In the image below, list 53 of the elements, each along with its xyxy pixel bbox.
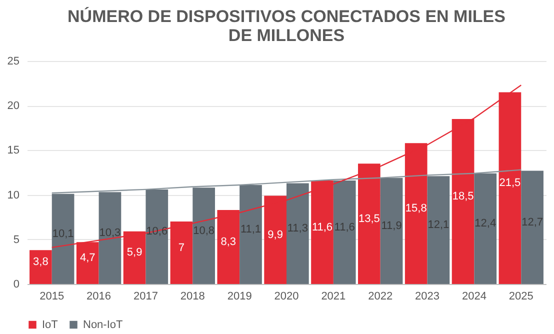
data-label: 12,1 — [428, 219, 450, 232]
data-label: 11,6 — [312, 221, 333, 234]
x-tick-label: 2015 — [40, 290, 64, 302]
x-tick-label: 2022 — [368, 290, 393, 302]
bar — [192, 188, 215, 284]
legend-label: IoT — [42, 318, 58, 331]
x-tick-label: 2021 — [321, 290, 346, 302]
bar — [521, 170, 544, 284]
bar — [98, 192, 122, 284]
data-label: 4,7 — [80, 252, 96, 264]
bar — [380, 178, 403, 284]
data-label: 10,8 — [193, 224, 215, 237]
x-tick-label: 2019 — [227, 290, 252, 302]
x-tick-label: 2020 — [274, 290, 299, 302]
bar — [427, 176, 450, 284]
data-label: 11,3 — [287, 222, 308, 235]
x-tick-label: 2016 — [86, 290, 112, 302]
y-tick-label: 10 — [7, 189, 20, 202]
data-label: 13,5 — [358, 212, 380, 225]
x-tick-label: 2023 — [415, 290, 440, 302]
y-tick-label: 15 — [7, 144, 20, 157]
data-label: 9,9 — [268, 228, 283, 241]
y-tick-label: 5 — [13, 234, 20, 246]
bar — [30, 250, 52, 284]
data-label: 10,1 — [52, 228, 74, 240]
bar — [474, 173, 497, 284]
data-label: 3,8 — [33, 256, 48, 268]
data-label: 11,9 — [381, 220, 402, 232]
x-tick-label: 2025 — [508, 290, 534, 302]
data-label: 18,5 — [452, 190, 474, 202]
data-label: 12,4 — [474, 218, 496, 230]
data-label: 11,1 — [240, 223, 262, 236]
bar — [240, 184, 262, 284]
x-tick-label: 2017 — [133, 290, 158, 302]
y-tick-label: 20 — [7, 100, 20, 112]
bar — [333, 180, 356, 284]
data-label: 8,3 — [220, 236, 236, 248]
data-label: 15,8 — [405, 202, 427, 215]
data-label: 11,6 — [334, 221, 355, 234]
x-tick-label: 2018 — [180, 290, 205, 302]
x-tick-label: 2024 — [462, 290, 486, 302]
data-label: 12,7 — [522, 216, 544, 228]
data-label: 5,9 — [126, 246, 142, 259]
data-label: 7 — [178, 242, 185, 254]
data-label: 10,3 — [99, 227, 121, 240]
bar — [52, 194, 74, 284]
y-tick-label: 0 — [13, 278, 20, 290]
legend-label: Non-IoT — [83, 318, 124, 331]
bar — [146, 189, 168, 284]
bar — [286, 183, 309, 284]
data-label: 21,5 — [499, 177, 521, 190]
y-tick-label: 25 — [7, 56, 20, 68]
chart-title: NÚMERO DE DISPOSITIVOS CONECTADOS EN MILES DE MILLONES — [68, 6, 506, 45]
